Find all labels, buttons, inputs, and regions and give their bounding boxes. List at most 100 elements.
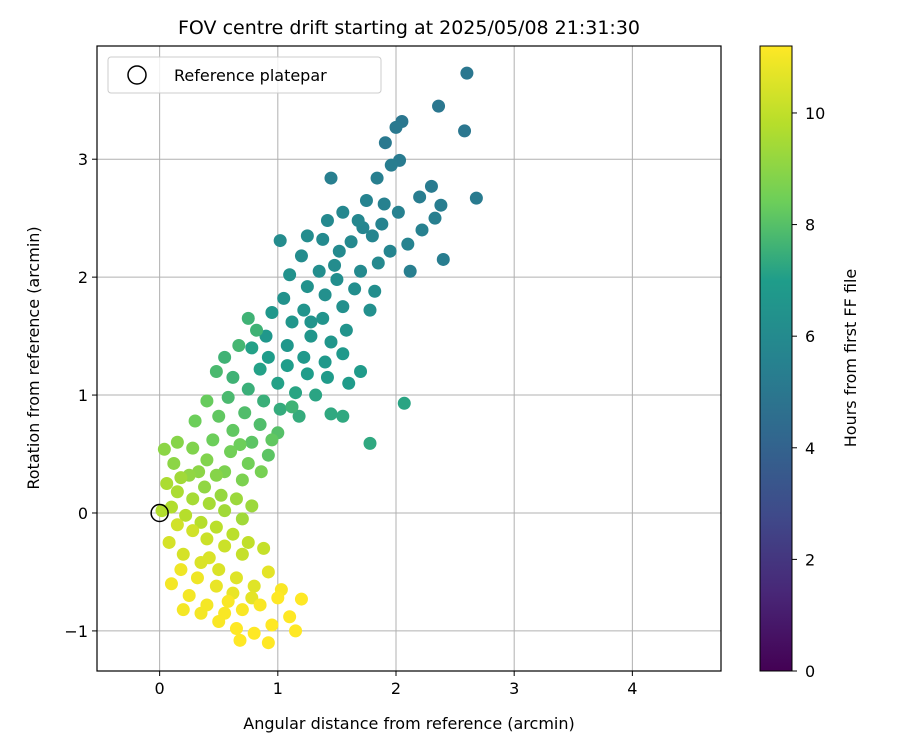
data-point [336,300,350,314]
data-point [164,577,178,591]
data-point [254,465,268,479]
data-point [283,268,297,282]
data-point [170,518,184,532]
data-point [363,303,377,317]
data-point [271,376,285,390]
data-point [309,388,323,402]
data-point [209,364,223,378]
data-point [209,520,223,534]
data-point [375,217,389,231]
data-point [157,442,171,456]
data-point [200,532,214,546]
data-point [226,527,240,541]
data-point [202,551,216,565]
data-point [253,418,267,432]
legend-marker [127,65,147,85]
data-point [233,438,247,452]
data-point [336,347,350,361]
data-point [273,234,287,248]
x-tick-label: 1 [273,679,283,698]
data-point [224,445,238,459]
data-point [304,315,318,329]
data-point [226,423,240,437]
data-point [336,409,350,423]
data-point [294,592,308,606]
data-point [188,414,202,428]
data-point [265,433,279,447]
data-point [247,579,261,593]
data-point [235,547,249,561]
y-tick-label: 3 [78,150,88,169]
data-point [212,409,226,423]
data-point [312,264,326,278]
data-point [261,448,275,462]
colorbar [759,45,793,672]
colorbar-label: Hours from first FF file [841,269,860,448]
data-point [294,249,308,263]
data-point [378,136,392,150]
data-point [324,171,338,185]
data-point [164,500,178,514]
data-point [233,633,247,647]
data-point [384,158,398,172]
legend: Reference platepar [107,56,382,94]
data-point [271,591,285,605]
data-point [186,441,200,455]
legend-label: Reference platepar [174,66,327,85]
data-point [261,350,275,364]
data-point [318,355,332,369]
data-point [160,477,174,490]
data-point [257,541,271,555]
data-point [198,480,212,494]
data-point [365,229,379,243]
data-point [460,66,474,80]
data-point [458,124,472,138]
data-point [354,364,368,378]
data-point [257,394,271,408]
data-point [280,339,294,353]
data-point [259,329,273,343]
data-point [261,636,275,650]
x-tick-label: 0 [155,679,165,698]
data-point [245,499,259,513]
data-point [170,435,184,449]
data-point [238,406,252,420]
colorbar-ticks: 0 2 4 6 8 10 [792,104,825,681]
x-tick-label: 4 [627,679,637,698]
data-point [229,492,243,506]
data-point [265,306,279,320]
x-tick-label: 2 [391,679,401,698]
data-point [245,341,259,355]
data-point [186,492,200,506]
data-point [403,264,417,278]
data-point [179,508,193,522]
data-point [401,237,415,251]
data-point [297,350,311,364]
data-point [241,382,255,396]
data-point [428,211,442,225]
colorbar-tick-label: 8 [805,216,815,235]
data-point [348,282,362,296]
colorbar-tick-label: 2 [805,550,815,569]
data-point [212,614,226,628]
data-point [377,197,391,211]
colorbar-tick-label: 10 [805,104,825,123]
data-point [344,235,358,249]
data-point [434,198,448,212]
colorbar-tick-label: 6 [805,327,815,346]
data-point [190,571,204,585]
data-point [214,488,228,502]
data-point [318,288,332,302]
grid [97,46,721,671]
y-axis-label: Rotation from reference (arcmin) [24,226,43,489]
data-point [359,193,373,207]
data-point [351,214,365,228]
chart-title: FOV centre drift starting at 2025/05/08 … [178,17,640,39]
data-point [292,409,306,423]
legend-box [107,56,382,94]
data-point [226,370,240,384]
data-point [285,315,299,329]
data-point [206,433,220,447]
data-point [229,571,243,585]
data-point [174,563,188,577]
